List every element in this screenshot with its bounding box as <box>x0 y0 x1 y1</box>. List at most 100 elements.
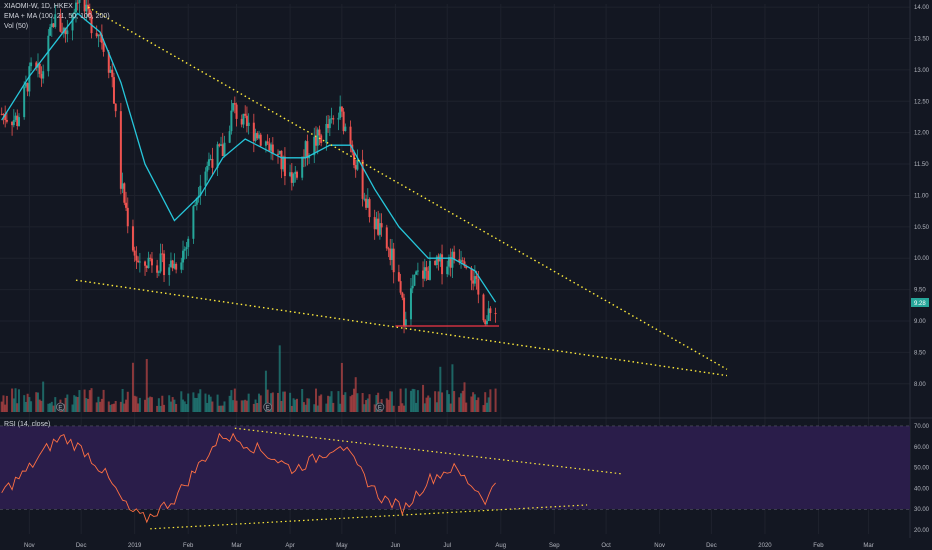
candle-body <box>183 249 186 251</box>
candle-body <box>296 171 299 178</box>
candle-body <box>59 14 62 32</box>
candle-body <box>434 260 437 266</box>
candle-body <box>220 144 223 146</box>
price-tick-label: 8.00 <box>914 382 926 388</box>
volume-bar <box>252 403 255 412</box>
candle-body <box>42 71 45 79</box>
volume-bar <box>159 405 162 412</box>
candle-body <box>131 226 134 251</box>
candle-body <box>342 111 345 132</box>
candle-body <box>404 319 407 326</box>
candle-body <box>61 31 64 34</box>
volume-bar <box>470 396 473 412</box>
volume-bar <box>73 395 76 412</box>
volume-bar <box>168 395 171 412</box>
volume-bar <box>126 391 129 412</box>
candle-body <box>306 141 309 159</box>
candle-body <box>126 207 129 227</box>
candle-body <box>387 248 390 250</box>
candle-body <box>223 142 226 157</box>
price-badge: 9.28 <box>911 298 929 307</box>
volume-bar <box>133 395 136 412</box>
candle-body <box>218 144 221 146</box>
price-axis[interactable]: 14.00 13.50 13.00 12.50 12.00 11.50 11.00 10.50… <box>914 5 930 388</box>
candle-body <box>204 171 207 186</box>
candle-body <box>175 263 178 270</box>
candle-body <box>16 115 19 126</box>
candle-body <box>325 124 328 143</box>
candle-body <box>328 118 331 129</box>
volume-bar <box>361 392 364 412</box>
rsi-tick-label: 70.00 <box>914 424 930 430</box>
candle-body <box>266 141 269 144</box>
candle-body <box>87 4 90 10</box>
volume-bar <box>280 400 283 412</box>
candle-body <box>137 260 140 263</box>
candle-body <box>247 122 250 127</box>
candle-body <box>477 278 480 295</box>
candle-body <box>26 83 29 92</box>
volume-bar <box>325 403 328 412</box>
candle-body <box>156 265 159 273</box>
candle-body <box>460 260 463 263</box>
price-tick-label: 10.50 <box>914 225 930 231</box>
volume-bar <box>377 392 380 412</box>
ema-line <box>1 12 497 303</box>
volume-bar <box>156 405 159 412</box>
candle-body <box>185 247 188 250</box>
candle-body <box>378 223 381 235</box>
volume-bar <box>125 399 128 412</box>
candle-body <box>168 267 171 276</box>
candle-body <box>411 285 414 289</box>
candle-body <box>228 131 231 143</box>
volume-bar <box>277 392 280 412</box>
volume-bar <box>14 388 17 412</box>
volume-bar <box>78 390 81 412</box>
candle-body <box>482 294 485 321</box>
volume-bar <box>194 397 197 412</box>
volume-bar <box>17 389 20 412</box>
candle-body <box>368 199 371 218</box>
rsi-axis[interactable]: 70.00 60.00 50.00 40.00 30.00 20.00 <box>914 424 930 534</box>
candle-body <box>463 261 466 267</box>
volume-bar <box>233 388 236 412</box>
volume-bar <box>119 401 122 412</box>
volume-bar <box>375 395 378 412</box>
candle-body <box>494 313 497 315</box>
volume-bar <box>100 398 103 412</box>
volume-bar <box>460 393 463 412</box>
volume-bar <box>290 405 293 412</box>
candle-body <box>114 103 117 112</box>
candle-body <box>230 110 233 132</box>
candle-body <box>446 266 449 275</box>
candle-body <box>147 257 150 269</box>
candle-body <box>470 268 473 281</box>
time-axis[interactable]: Nov Dec 2019 Feb Mar Apr May Jun Jul Aug Sep Oct Nov… <box>24 543 874 549</box>
volume-bar <box>138 397 141 412</box>
candle-body <box>199 185 202 196</box>
candle-body <box>245 115 248 127</box>
time-tick-label: Mar <box>231 543 241 549</box>
volume-bar <box>316 405 319 412</box>
candle-body <box>144 261 147 266</box>
volume-bar <box>423 403 426 412</box>
volume-bar <box>30 401 33 412</box>
candle-body <box>304 141 307 158</box>
volume-bar <box>114 400 117 412</box>
candle-body <box>145 265 148 269</box>
time-tick-label: 2020 <box>758 543 772 549</box>
volume-bar <box>204 393 207 412</box>
volume-bar <box>314 388 317 412</box>
candle-body <box>268 143 271 151</box>
candle-body <box>216 144 219 168</box>
candle-body <box>354 165 357 170</box>
candle-body <box>403 297 406 326</box>
candle-body <box>221 144 224 157</box>
volume-bar <box>330 391 333 412</box>
candle-body <box>133 250 136 256</box>
price-tick-label: 12.00 <box>914 131 930 137</box>
candle-body <box>380 223 383 228</box>
candle-body <box>258 134 261 139</box>
volume-bar <box>337 391 340 412</box>
